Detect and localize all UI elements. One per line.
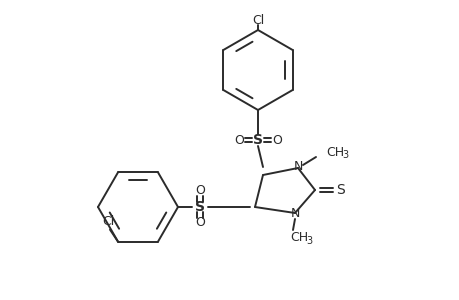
Text: O: O xyxy=(271,134,281,146)
Text: S: S xyxy=(336,183,345,197)
Text: S: S xyxy=(195,200,205,214)
Text: O: O xyxy=(195,184,205,197)
Text: N: N xyxy=(293,160,302,173)
Text: O: O xyxy=(234,134,243,146)
Text: 3: 3 xyxy=(305,236,312,246)
Text: Cl: Cl xyxy=(252,14,263,26)
Text: CH: CH xyxy=(289,232,308,244)
Text: Cl: Cl xyxy=(101,215,114,228)
Text: O: O xyxy=(195,217,205,230)
Text: CH: CH xyxy=(325,146,343,158)
Text: 3: 3 xyxy=(341,150,347,160)
Text: S: S xyxy=(252,133,263,147)
Text: N: N xyxy=(290,208,299,220)
